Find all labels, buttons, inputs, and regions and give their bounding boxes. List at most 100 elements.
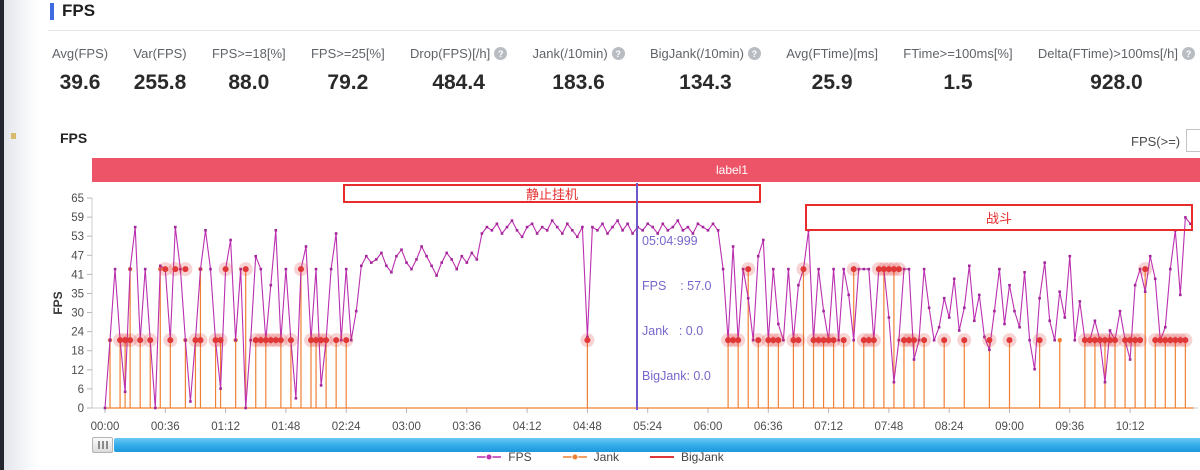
stat-item: Avg(FPS)? 39.6: [52, 46, 108, 95]
stat-item: FPS>=18[%]? 88.0: [212, 46, 286, 95]
stat-label: Drop(FPS)[/h]: [410, 46, 491, 61]
stat-value: 25.9: [811, 71, 853, 94]
tooltip-time: 05:04:999: [642, 234, 698, 248]
fps-chart-canvas[interactable]: 65 59 53 47 41 35 30 24 18 12 6 0 00:00 00:36 01:12 01:…: [50, 190, 1200, 435]
svg-text:07:48: 07:48: [875, 421, 904, 433]
stat-label: Jank(/10min): [532, 46, 608, 61]
svg-text:04:12: 04:12: [513, 421, 542, 433]
stat-label: BigJank(/10min): [649, 46, 744, 61]
cursor-line: [636, 183, 638, 410]
chart-legend: FPS Jank BigJank: [0, 450, 1200, 464]
grip-icon: [97, 441, 100, 449]
stat-item: Avg(FTime)[ms]? 25.9: [786, 46, 878, 95]
stat-item: Drop(FPS)[/h]? 484.4: [410, 46, 508, 95]
svg-text:03:00: 03:00: [392, 421, 421, 433]
stat-item: FPS>=25[%]? 79.2: [311, 46, 385, 95]
stat-value: 1.5: [943, 71, 973, 94]
stat-label: Var(FPS): [133, 46, 187, 61]
stat-value: 39.6: [59, 71, 101, 94]
svg-text:06:00: 06:00: [694, 421, 723, 433]
svg-text:00:00: 00:00: [91, 421, 120, 433]
stat-label: FTime>=100ms[%]: [903, 46, 1013, 61]
svg-text:0: 0: [78, 403, 84, 415]
svg-text:01:12: 01:12: [211, 421, 240, 433]
banner-label: label1: [715, 163, 749, 177]
svg-text:6: 6: [78, 384, 84, 396]
tooltip-bigjank: BigJank: 0.0: [642, 369, 711, 383]
left-rail: [0, 0, 4, 470]
svg-text:12: 12: [71, 365, 84, 377]
stat-label: Avg(FPS): [52, 46, 109, 61]
svg-text:30: 30: [71, 308, 84, 320]
stat-value: 183.6: [552, 71, 605, 94]
stat-item: FTime>=100ms[%]? 1.5: [903, 46, 1012, 95]
stat-item: Delta(FTime)>100ms[/h]? 928.0: [1038, 46, 1195, 95]
chart-scrollbar[interactable]: [114, 438, 1200, 452]
svg-text:07:12: 07:12: [814, 421, 843, 433]
help-icon[interactable]: ?: [747, 47, 761, 60]
cursor-tooltip: 05:04:999 FPS : 57.0 Jank : 0.0 BigJank:…: [642, 204, 711, 414]
legend-swatch-icon: [650, 456, 674, 458]
legend-label: BigJank: [681, 450, 724, 464]
svg-text:00:36: 00:36: [151, 421, 180, 433]
chart-banner: label1: [92, 158, 1200, 182]
stat-value: 79.2: [327, 71, 369, 94]
stat-label: Avg(FTime)[ms]: [786, 46, 878, 61]
fps-threshold-label: FPS(>=): [1131, 134, 1181, 149]
annotation-box-battle: 战斗: [805, 204, 1193, 231]
stat-item: Var(FPS)? 255.8: [133, 46, 186, 95]
tooltip-jank: Jank : 0.0: [642, 324, 704, 338]
svg-text:09:00: 09:00: [995, 421, 1024, 433]
svg-text:06:36: 06:36: [754, 421, 783, 433]
scrollbar-grip-button[interactable]: [92, 437, 113, 453]
svg-text:35: 35: [71, 288, 84, 300]
stat-item: BigJank(/10min)? 134.3: [650, 46, 761, 95]
stat-value: 484.4: [432, 71, 485, 94]
annotation-box-idle: 静止挂机: [343, 184, 761, 203]
stats-row: Avg(FPS)? 39.6 Var(FPS)? 255.8 FPS>=18[%…: [52, 46, 1195, 95]
legend-item-bigjank[interactable]: BigJank: [649, 450, 724, 464]
svg-text:03:36: 03:36: [452, 421, 481, 433]
legend-swatch-icon: [477, 453, 502, 461]
rail-bookmark-icon: [11, 133, 16, 139]
stat-label: FPS>=18[%]: [211, 46, 286, 61]
stat-value: 928.0: [1090, 71, 1143, 94]
svg-text:18: 18: [71, 346, 84, 358]
svg-text:59: 59: [71, 212, 84, 224]
svg-text:02:24: 02:24: [332, 421, 361, 433]
chart-section-title: FPS: [60, 130, 88, 146]
help-icon[interactable]: ?: [1181, 47, 1195, 60]
annotation-label: 战斗: [985, 211, 1012, 226]
svg-text:09:36: 09:36: [1055, 421, 1084, 433]
stat-value: 88.0: [228, 71, 270, 94]
svg-text:10:12: 10:12: [1116, 421, 1145, 433]
header-divider: [48, 30, 1200, 31]
stat-item: Jank(/10min)? 183.6: [533, 46, 625, 95]
tooltip-fps: FPS : 57.0: [642, 279, 712, 293]
title-accent-bar: [50, 3, 54, 20]
legend-swatch-icon: [562, 453, 587, 461]
svg-text:08:24: 08:24: [935, 421, 964, 433]
help-icon[interactable]: ?: [611, 47, 625, 60]
svg-text:47: 47: [71, 250, 84, 262]
legend-label: Jank: [593, 450, 619, 464]
stat-value: 134.3: [679, 71, 732, 94]
help-icon[interactable]: ?: [494, 47, 508, 60]
stat-label: FPS>=25[%]: [310, 46, 385, 61]
svg-text:01:48: 01:48: [272, 421, 301, 433]
legend-label: FPS: [508, 450, 532, 464]
svg-text:FPS: FPS: [51, 291, 65, 314]
fps-threshold-input[interactable]: [1186, 129, 1200, 152]
legend-item-jank[interactable]: Jank: [562, 450, 619, 464]
stat-label: Delta(FTime)>100ms[/h]: [1037, 46, 1178, 61]
stat-value: 255.8: [133, 71, 187, 94]
legend-item-fps[interactable]: FPS: [476, 450, 532, 464]
svg-text:65: 65: [71, 193, 84, 205]
svg-text:24: 24: [71, 327, 84, 339]
svg-text:05:24: 05:24: [633, 421, 662, 433]
svg-text:41: 41: [71, 269, 84, 281]
left-rail-panel: [4, 0, 38, 470]
svg-text:53: 53: [71, 231, 84, 243]
page-title: FPS: [62, 1, 96, 20]
